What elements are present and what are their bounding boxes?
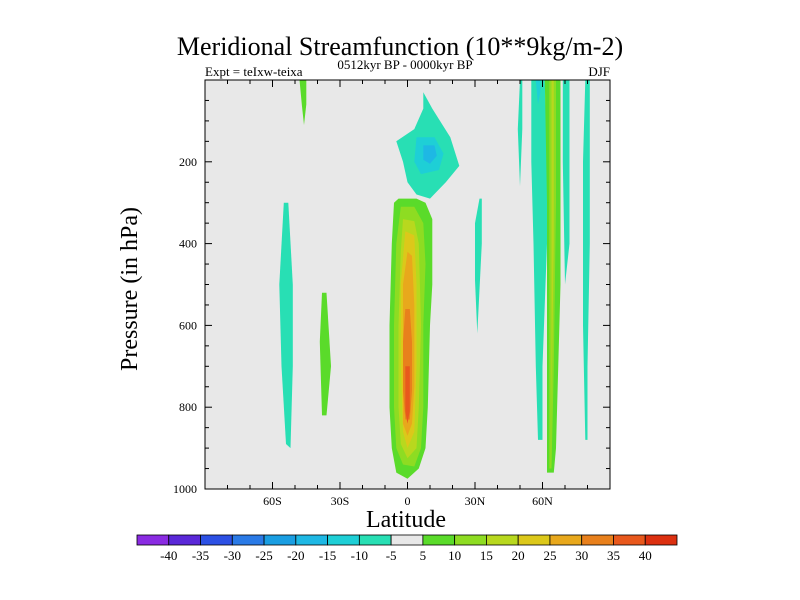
contour-nh-midlat-band <box>531 80 547 440</box>
contour-nh-polar-edge <box>562 80 570 285</box>
y-tick-label: 800 <box>179 400 197 414</box>
colorbar-label: 25 <box>543 548 556 563</box>
x-tick-label: 30N <box>465 494 486 508</box>
contour-nh-subtropic-band <box>475 198 482 334</box>
contour-nh-hadley-cell <box>405 366 410 424</box>
colorbar-swatch <box>644 534 678 546</box>
y-tick-label: 400 <box>179 237 197 251</box>
colorbar-label: -5 <box>386 548 397 563</box>
contour-nh-midlat-band <box>517 80 523 187</box>
x-tick-label: 0 <box>405 494 411 508</box>
y-tick-label: 200 <box>179 155 197 169</box>
colorbar-label: 20 <box>512 548 525 563</box>
colorbar-swatch <box>422 534 456 546</box>
colorbar-label: 10 <box>448 548 461 563</box>
colorbar-label: 40 <box>639 548 652 563</box>
colorbar-swatch <box>454 534 487 546</box>
contour-sh-midlat-band <box>279 202 293 449</box>
y-axis: 200 400 600 800 1000 <box>173 99 610 496</box>
colorbar-label: 15 <box>480 548 493 563</box>
colorbar-label: -25 <box>255 548 272 563</box>
x-tick-label: 60S <box>263 494 282 508</box>
contour-nh-midlat-band <box>535 80 541 105</box>
experiment-label: Expt = teIxw-teixa <box>205 64 303 79</box>
colorbar-swatch <box>327 534 360 546</box>
colorbar-swatch <box>613 534 646 546</box>
colorbar-label: -15 <box>319 548 336 563</box>
x-tick-label: 30S <box>331 494 350 508</box>
colorbar-label: -10 <box>351 548 368 563</box>
contour-fills <box>279 80 590 479</box>
y-axis-label: Pressure (in hPa) <box>117 207 143 371</box>
period-label: 0512kyr BP - 0000kyr BP <box>337 57 472 72</box>
colorbar-label: 30 <box>575 548 588 563</box>
x-axis: 60S 30S 0 30N 60N <box>227 80 588 508</box>
colorbar-label: -40 <box>160 548 177 563</box>
x-axis-label: Latitude <box>366 507 446 533</box>
y-tick-label: 1000 <box>173 482 197 496</box>
colorbar-swatch <box>517 534 551 546</box>
chart-title: Meridional Streamfunction (10**9kg/m-2) <box>177 32 623 61</box>
contour-nh-polar-band <box>551 80 554 408</box>
colorbar-label: -35 <box>192 548 209 563</box>
colorbar-swatch <box>263 534 297 546</box>
y-tick-label: 600 <box>179 318 197 332</box>
colorbar-swatch <box>486 534 519 546</box>
colorbar-label: 5 <box>420 548 427 563</box>
colorbar-swatch <box>168 534 201 546</box>
colorbar-swatch <box>390 534 424 546</box>
contour-sh-midlat-positive <box>319 292 331 416</box>
contour-nh-high-lat <box>583 80 590 440</box>
x-tick-label: 60N <box>532 494 553 508</box>
colorbar-label: -20 <box>287 548 304 563</box>
colorbar-swatch <box>581 534 614 546</box>
colorbar-label: 35 <box>607 548 620 563</box>
contour-sh-polar-top <box>299 80 307 125</box>
season-label: DJF <box>588 64 610 79</box>
colorbar-label: -30 <box>224 548 241 563</box>
contour-upper-negative-cell <box>423 145 437 164</box>
colorbar-swatch <box>200 534 233 546</box>
colorbar-swatch <box>231 534 265 546</box>
colorbar-swatch <box>136 534 170 546</box>
colorbar-swatch <box>549 534 583 546</box>
colorbar: -40 -35 -30 -25 -20 -15 -10 -5 5 10 15 20 25 30 35 40 <box>136 534 678 563</box>
colorbar-swatch <box>295 534 328 546</box>
colorbar-swatch <box>358 534 392 546</box>
